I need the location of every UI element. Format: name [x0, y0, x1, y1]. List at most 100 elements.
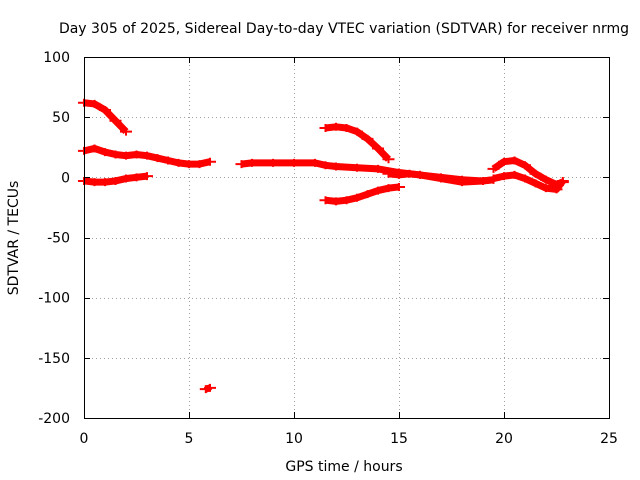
y-tick-label: 0 [61, 170, 70, 186]
grid-lines [84, 57, 609, 418]
data-point [141, 172, 153, 181]
data-point [172, 158, 185, 167]
data-point [162, 156, 174, 165]
data-point [330, 197, 342, 206]
data-point [540, 184, 552, 193]
data-point [319, 161, 332, 170]
data-point [529, 169, 542, 178]
axis-ticks [84, 57, 610, 419]
data-point [120, 151, 132, 160]
series-arc-g [319, 182, 405, 206]
data-point [519, 174, 531, 183]
data-point [141, 151, 153, 160]
plot-frame [84, 57, 610, 419]
series-arc-b [78, 144, 216, 169]
x-tick-label: 0 [80, 431, 89, 447]
data-point [487, 174, 500, 183]
data-point [498, 172, 510, 181]
data-point [330, 162, 342, 171]
data-point [403, 169, 416, 178]
data-point [540, 175, 552, 184]
series-arc-h [382, 169, 500, 187]
x-axis-label: GPS time / hours [285, 459, 402, 475]
y-tick-label: -50 [47, 231, 70, 247]
y-tick-label: 50 [52, 110, 70, 126]
data-point [120, 174, 132, 183]
data-point [351, 163, 363, 172]
chart-title: Day 305 of 2025, Sidereal Day-to-day VTE… [59, 21, 629, 37]
x-tick-label: 20 [495, 431, 513, 447]
data-point [382, 169, 395, 178]
data-point [351, 193, 363, 202]
data-point [151, 154, 164, 163]
data-point [508, 156, 521, 165]
y-axis-label: SDTVAR / TECUs [6, 181, 22, 296]
data-point [319, 123, 332, 132]
data-point [340, 196, 353, 205]
data-point [340, 123, 353, 132]
data-point [529, 179, 542, 188]
data-point [382, 184, 395, 193]
data-point [477, 176, 489, 185]
data-point [109, 150, 122, 159]
data-point [204, 157, 216, 166]
x-tick-label: 5 [185, 431, 194, 447]
data-point [246, 158, 258, 167]
data-point [88, 178, 101, 187]
series-arc-j [487, 170, 569, 194]
y-tick-label: 100 [43, 50, 70, 66]
data-point [456, 178, 468, 187]
y-tick-label: -150 [38, 351, 70, 367]
series-arc-c [78, 172, 153, 187]
data-point [88, 99, 101, 108]
data-point [204, 383, 216, 392]
data-point [319, 196, 332, 205]
data-point [414, 170, 426, 179]
x-tick-labels: 0 5 10 15 20 25 [80, 431, 618, 447]
data-point [235, 160, 248, 169]
data-point [99, 105, 111, 114]
data-point [109, 116, 122, 125]
data-point [372, 144, 384, 153]
series-arc-i [487, 156, 569, 189]
data-point [487, 164, 500, 173]
data-point [330, 122, 342, 131]
data-point [351, 127, 363, 136]
y-tick-labels: 100 50 0 -50 -100 -150 -200 [38, 50, 70, 427]
data-series [78, 98, 569, 394]
y-tick-label: -200 [38, 411, 70, 427]
data-point [550, 185, 563, 194]
data-point [99, 148, 111, 157]
data-point [130, 150, 143, 159]
data-point [519, 161, 531, 170]
x-tick-label: 25 [600, 431, 618, 447]
series-arc-d [199, 383, 216, 394]
data-point [393, 170, 405, 179]
x-tick-label: 10 [285, 431, 303, 447]
data-point [130, 173, 143, 182]
data-point [372, 164, 384, 173]
data-point [109, 176, 122, 185]
data-point [267, 158, 279, 167]
data-point [120, 127, 132, 136]
data-point [361, 190, 374, 199]
data-point [193, 160, 206, 169]
series-arc-f [319, 122, 395, 164]
data-point [382, 155, 395, 164]
data-point [361, 134, 374, 143]
data-point [99, 178, 111, 187]
x-tick-label: 15 [390, 431, 408, 447]
data-point [435, 174, 447, 183]
y-tick-label: -100 [38, 291, 70, 307]
data-point [309, 158, 321, 167]
data-point [183, 160, 195, 169]
series-arc-a [78, 98, 132, 136]
data-point [288, 158, 300, 167]
data-point [372, 186, 384, 195]
data-point [508, 170, 521, 179]
data-point [393, 182, 405, 191]
data-point [498, 157, 510, 166]
data-point [556, 176, 569, 185]
data-point [88, 144, 101, 153]
